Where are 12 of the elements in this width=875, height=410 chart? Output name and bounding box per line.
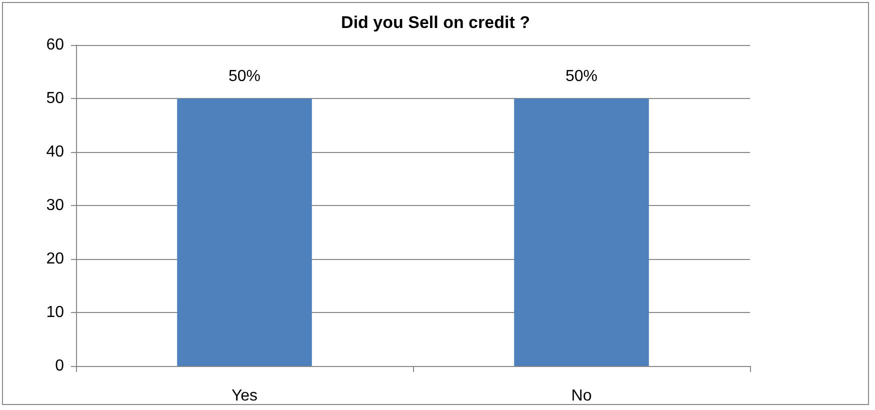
y-tick-label: 10 (46, 304, 64, 321)
y-tick-label: 60 (46, 36, 64, 54)
data-label: 50% (228, 68, 261, 85)
y-tick-label: 50 (46, 90, 64, 107)
y-tick-label: 40 (46, 144, 64, 160)
chart-title: Did you Sell on credit ? (341, 13, 530, 32)
x-tick-label: Yes (231, 388, 258, 404)
x-tick-label: No (571, 388, 592, 404)
data-label: 50% (565, 68, 598, 85)
y-tick-label: 30 (46, 197, 64, 214)
y-tick-label: 20 (46, 250, 64, 268)
y-tick-label: 0 (55, 358, 64, 374)
